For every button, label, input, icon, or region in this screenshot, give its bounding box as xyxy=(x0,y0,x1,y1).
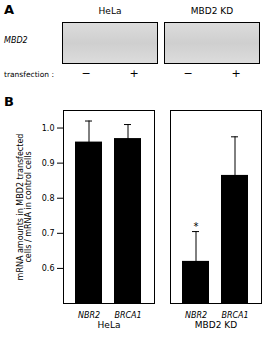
svg-text:NBR2: NBR2 xyxy=(185,311,207,320)
svg-text:NBR2: NBR2 xyxy=(78,311,100,320)
svg-text:BRCA1: BRCA1 xyxy=(114,311,141,320)
svg-text:mRNA amounts in MBD2 transfect: mRNA amounts in MBD2 transfectedcells / … xyxy=(16,134,33,281)
html-text:MBD2 KD: MBD2 KD xyxy=(190,6,234,16)
svg-text:HeLa: HeLa xyxy=(98,320,121,330)
html-text:A: A xyxy=(4,2,15,17)
svg-text:0.9: 0.9 xyxy=(42,159,55,168)
html-text:MBD2: MBD2 xyxy=(4,36,28,45)
html-text:B: B xyxy=(4,94,14,109)
html-text:HeLa: HeLa xyxy=(98,6,122,16)
svg-text:1.0: 1.0 xyxy=(42,124,55,133)
svg-text:BRCA1: BRCA1 xyxy=(221,311,248,320)
html-text:transfection :: transfection : xyxy=(4,70,54,79)
svg-text:0.6: 0.6 xyxy=(42,264,55,273)
svg-text:0.8: 0.8 xyxy=(42,194,55,203)
svg-text:MBD2 KD: MBD2 KD xyxy=(195,320,237,330)
svg-text:0.7: 0.7 xyxy=(42,229,55,238)
svg-text:*: * xyxy=(194,221,199,232)
